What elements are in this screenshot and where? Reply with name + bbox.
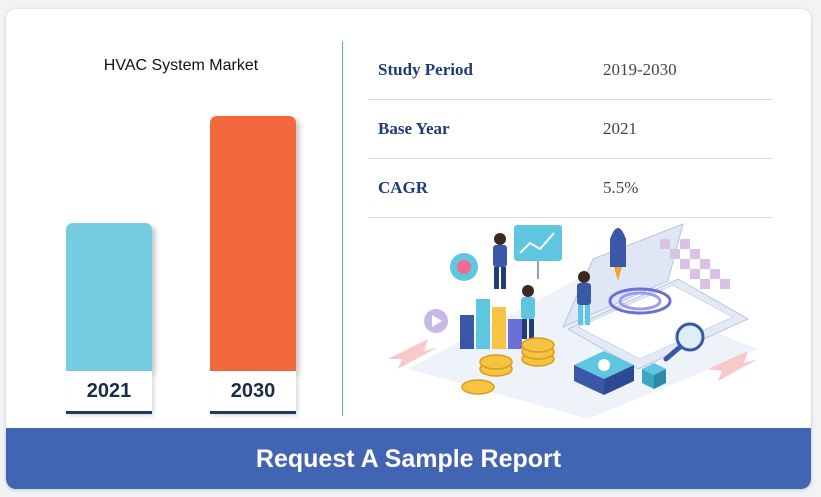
chart-title: HVAC System Market [103, 57, 259, 74]
request-sample-report-button[interactable]: Request A Sample Report [6, 428, 811, 489]
bar-category-label: 2030 [210, 371, 296, 414]
info-value: 2019-2030 [603, 60, 677, 79]
bar-chart: 2021 2030 [6, 9, 336, 429]
info-key: Base Year [378, 119, 450, 138]
bar-2021 [66, 223, 152, 371]
info-row-cagr: CAGR 5.5% [368, 159, 773, 218]
info-value: 5.5% [603, 178, 639, 197]
vertical-divider [342, 41, 343, 416]
info-key: Study Period [378, 60, 473, 79]
info-row-base-year: Base Year 2021 [368, 100, 773, 159]
info-row-study-period: Study Period 2019-2030 [368, 41, 773, 100]
info-key: CAGR [378, 178, 429, 197]
info-value: 2021 [603, 119, 637, 138]
market-card: HVAC System Market 2021 2030 Study Period… [6, 9, 811, 489]
bar-2030 [210, 116, 296, 371]
info-table: Study Period 2019-2030 Base Year 2021 CA… [368, 41, 773, 218]
market-research-illustration-icon [388, 223, 758, 419]
bar-category-label: 2021 [66, 371, 152, 414]
